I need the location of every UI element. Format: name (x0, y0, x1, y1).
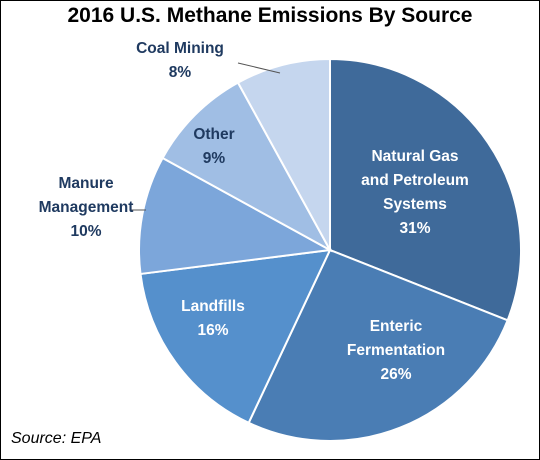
slice-name-label: Natural Gas (371, 148, 458, 165)
slice-value-label: 9% (203, 150, 226, 167)
slice-name-label: Fermentation (347, 342, 445, 359)
slice-name-label: and Petroleum (361, 172, 469, 189)
slice-value-label: 8% (169, 64, 192, 81)
slice-label: Landfills 16% (181, 298, 245, 339)
slice-label: Natural Gas and Petroleum Systems 31% (361, 148, 469, 237)
pie-slice (236, 57, 331, 251)
pie-slice (247, 248, 509, 442)
pie-slice (139, 248, 332, 425)
slice-value-label: 31% (399, 220, 430, 237)
chart-title: 2016 U.S. Methane Emissions By Source (67, 4, 473, 27)
slice-name-label: Coal Mining (136, 40, 224, 57)
slice-label: Coal Mining 8% (136, 40, 224, 81)
slice-value-label: 26% (380, 366, 411, 383)
slice-value-label: 10% (70, 223, 101, 240)
pie-slice (161, 81, 333, 253)
slice-name-label: Other (193, 126, 234, 143)
slice-label: Other 9% (193, 126, 234, 167)
slice-name-label: Manure (58, 175, 114, 192)
slice-label: Enteric Fermentation 26% (347, 318, 445, 383)
slice-label: Manure Management 10% (39, 175, 134, 240)
slice-name-label: Landfills (181, 298, 245, 315)
slice-name-label: Enteric (370, 318, 423, 335)
slice-name-label: Management (39, 199, 134, 216)
slice-name-label: Systems (383, 196, 447, 213)
leader-line (237, 62, 281, 74)
chart-source: Source: EPA (11, 430, 102, 447)
pie-slice (138, 156, 334, 276)
pie-slice (329, 57, 522, 322)
slice-value-label: 16% (197, 322, 228, 339)
